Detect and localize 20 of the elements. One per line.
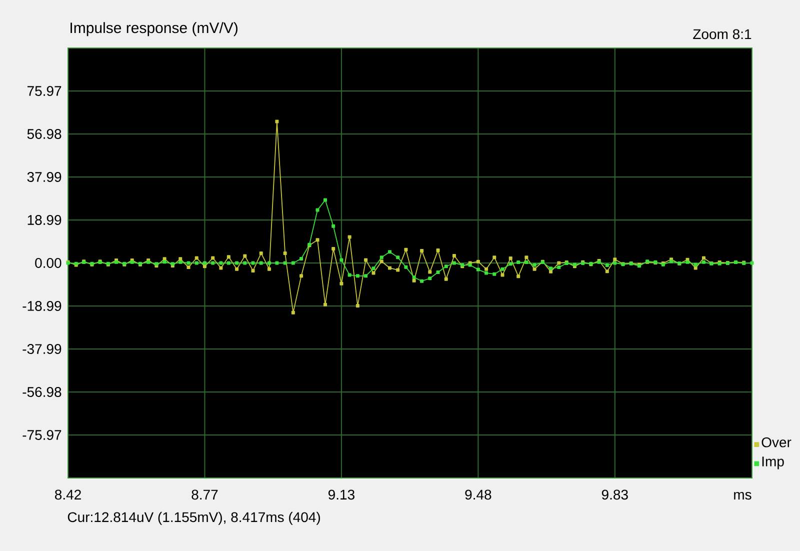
x-tick-label: 9.48 <box>465 490 492 500</box>
x-tick-label: 9.83 <box>602 490 628 500</box>
y-tick-label: 0.00 <box>35 258 62 268</box>
chart-title: Impulse response (mV/V) <box>70 22 238 36</box>
x-tick-label: 8.42 <box>54 490 81 500</box>
y-tick-label: -37.99 <box>22 344 62 354</box>
text: Zoom 8:1 <box>693 29 752 40</box>
y-tick-label: 75.97 <box>27 86 62 96</box>
y-tick-label: 18.99 <box>28 215 62 225</box>
x-tick-label: 8.77 <box>192 490 218 500</box>
x-tick-label: 9.13 <box>328 490 354 500</box>
y-tick-label: -18.99 <box>22 301 62 311</box>
y-tick-label: -75.97 <box>22 430 62 440</box>
text: Cur:12.814uV (1.155mV), 8.417ms (404) <box>68 512 320 525</box>
legend-label: Imp <box>762 456 784 470</box>
y-tick-label: 56.98 <box>27 129 62 139</box>
legend-label: Over <box>762 437 792 448</box>
y-tick-label: 37.99 <box>27 172 62 182</box>
y-tick-label: -56.98 <box>22 387 62 397</box>
x-axis-title: ms <box>734 492 752 500</box>
